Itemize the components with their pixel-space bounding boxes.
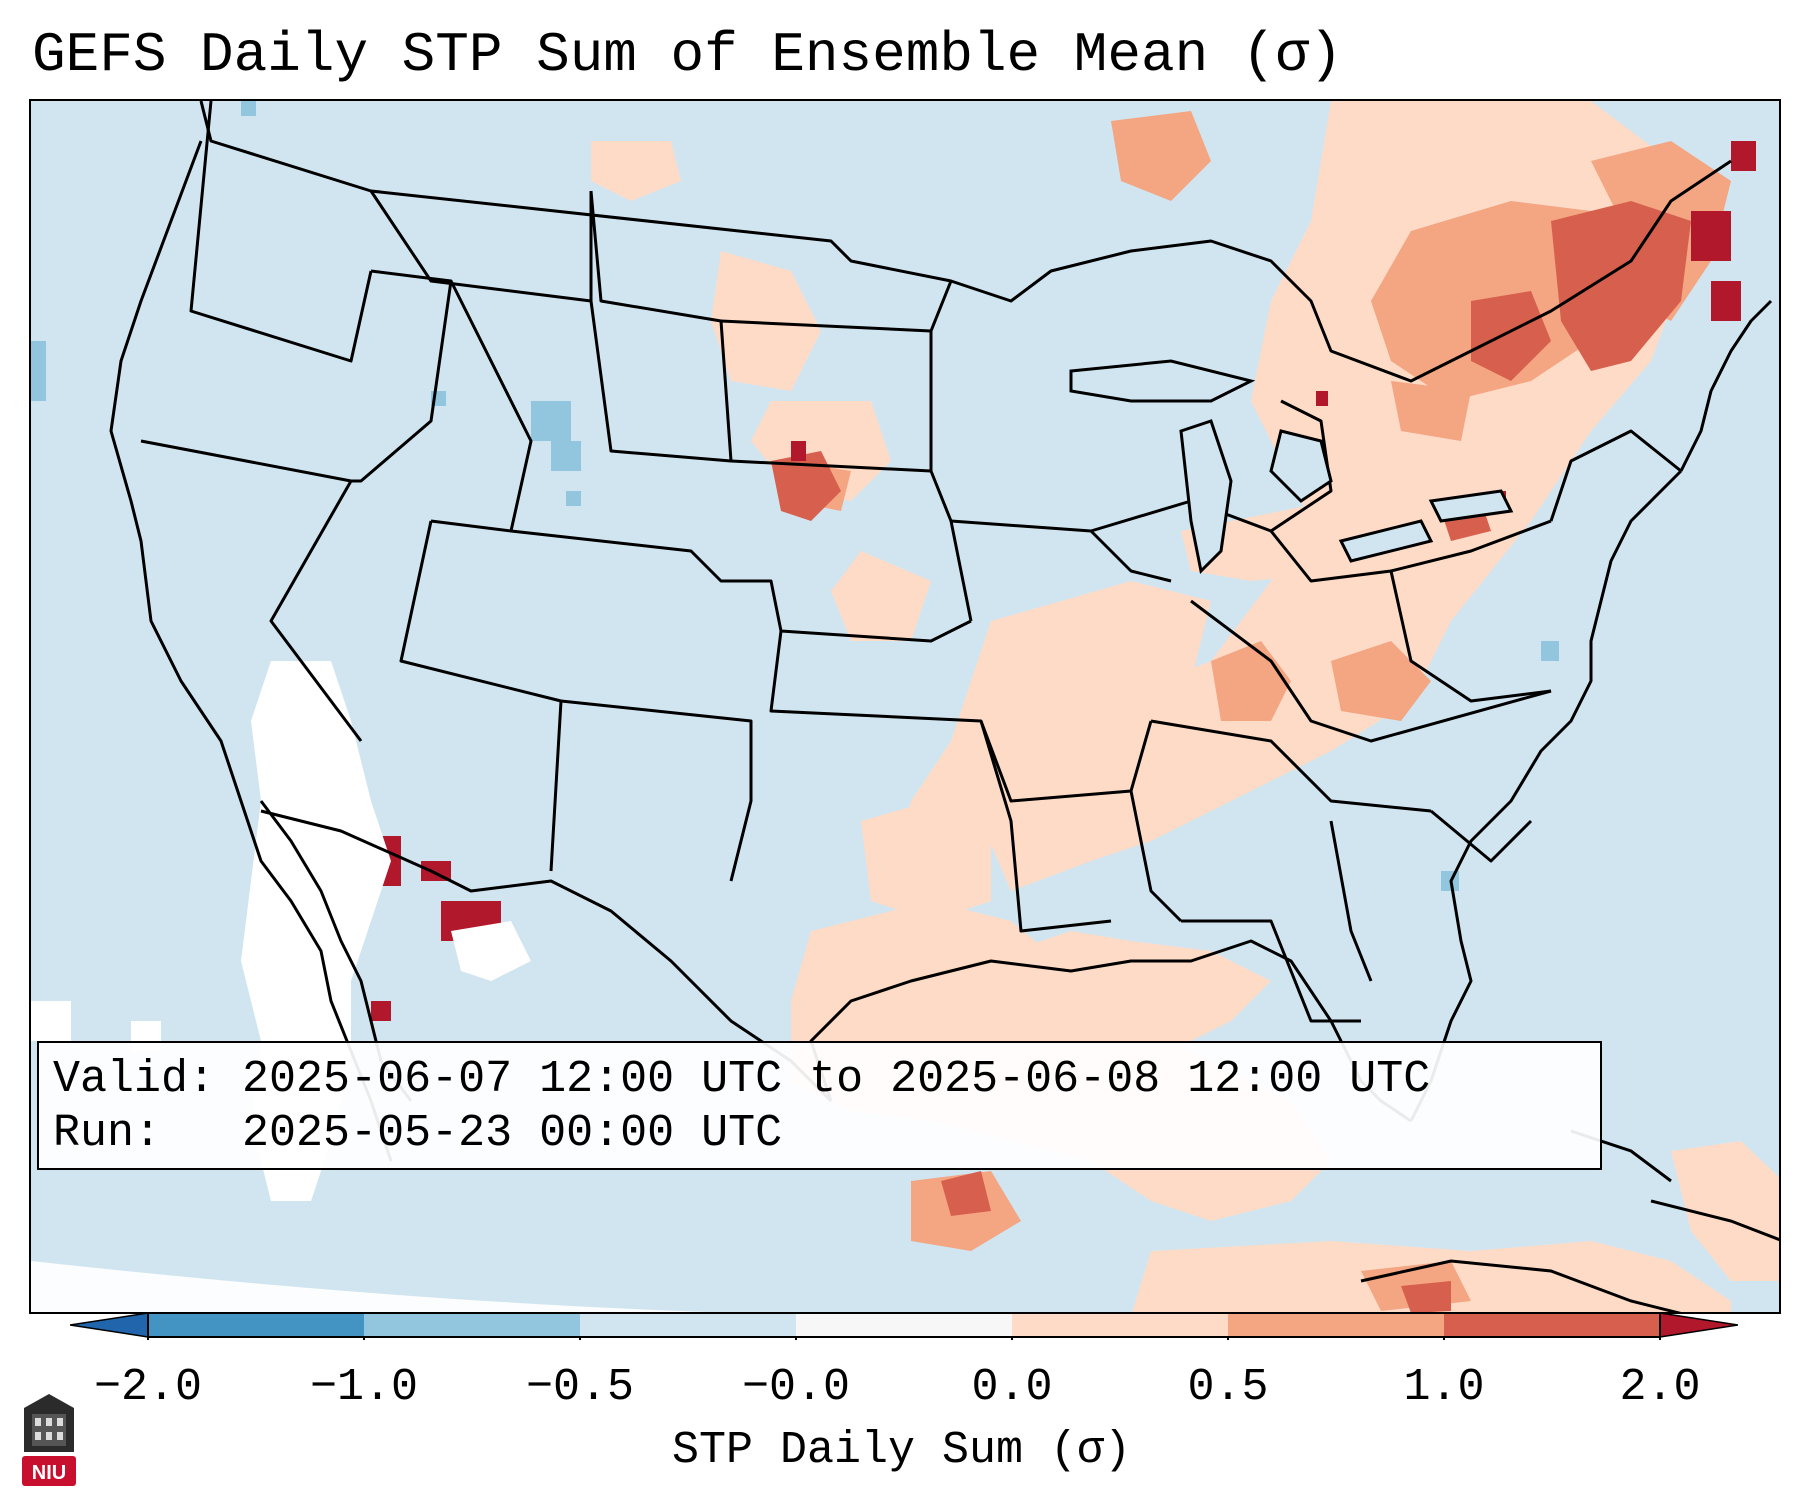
colorbar-segment-6 <box>1228 1313 1444 1337</box>
colorbar-segment-5 <box>1012 1313 1228 1337</box>
positive-high-regions <box>771 201 1691 1312</box>
map-title: GEFS Daily STP Sum of Ensemble Mean (σ) <box>32 23 1343 87</box>
colorbar-segment-1 <box>148 1313 364 1337</box>
colorbar-label: STP Daily Sum (σ) <box>671 1425 1132 1476</box>
colorbar-segment-7 <box>1444 1313 1660 1337</box>
colorbar-outline <box>147 1312 1661 1338</box>
university-seal-icon: NIU <box>22 1394 76 1486</box>
logo-text: NIU <box>32 1462 66 1484</box>
valid-info-box: Valid: 2025-06-07 12:00 UTC to 2025-06-0… <box>37 1041 1602 1170</box>
colorbar <box>70 1312 1738 1340</box>
projection-edge <box>31 1261 709 1312</box>
colorbar-segment-3 <box>580 1313 796 1337</box>
run-value: 2025-05-23 00:00 UTC <box>242 1108 783 1159</box>
colorbar-ticks <box>147 1337 1661 1340</box>
colorbar-tick-label: −0.0 <box>741 1362 851 1413</box>
colorbar-tick-label: −1.0 <box>309 1362 419 1413</box>
colorbar-extend-low <box>70 1312 149 1338</box>
valid-value: 2025-06-07 12:00 UTC to 2025-06-08 12:00… <box>242 1054 1431 1105</box>
colorbar-tick-label: −0.5 <box>525 1362 635 1413</box>
great-lakes <box>1069 359 1514 575</box>
boundary-lines <box>109 101 1773 1162</box>
colorbar-tick-label: 1.0 <box>1403 1362 1485 1413</box>
colorbar-extend-high <box>1659 1312 1738 1338</box>
colorbar-tick-label: 0.5 <box>1187 1362 1269 1413</box>
run-label: Run: <box>53 1108 162 1159</box>
colorbar-tick-label: 2.0 <box>1619 1362 1701 1413</box>
negative-regions <box>31 101 1559 891</box>
colorbar-segment-2 <box>364 1313 580 1337</box>
colorbar-segment-4 <box>796 1313 1012 1337</box>
colorbar-tick-label: −2.0 <box>93 1362 203 1413</box>
colorbar-tick-label: 0.0 <box>971 1362 1053 1413</box>
valid-label: Valid: <box>53 1054 216 1105</box>
